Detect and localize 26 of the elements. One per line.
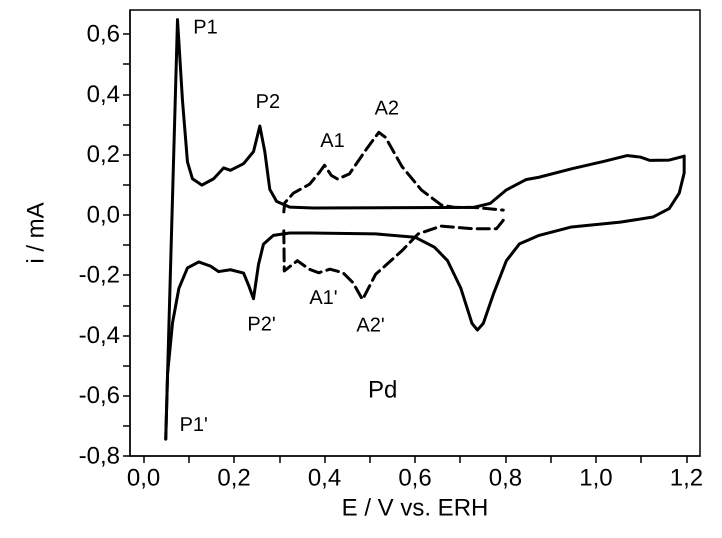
annotation: A2 [374,97,400,120]
x-tick-label: 0,8 [488,464,522,492]
x-tick-label: 0,0 [126,464,160,492]
x-tick-label: 1,2 [670,464,704,492]
y-tick-label: -0,2 [78,262,120,289]
annotation: A1 [320,130,345,152]
x-tick-label: 0,6 [398,464,432,492]
y-tick-label: 0,6 [86,20,120,48]
annotation: A1' [309,287,338,310]
y-tick-label: -0,4 [78,322,120,349]
y-tick-label: -0,8 [78,442,120,470]
annotation: P2 [256,91,280,114]
y-tick-label: 0,0 [86,201,120,228]
y-tick-label: 0,2 [86,141,120,168]
annotation: P1' [180,414,208,436]
annotation: P2' [247,314,276,336]
y-axis-title: i / mA [22,202,50,264]
y-tick-label: -0,6 [78,382,120,410]
x-tick-label: 0,2 [217,464,251,492]
annotation: Pd [368,376,398,404]
x-axis-title: E / V vs. ERH [342,494,488,522]
x-tick-label: 1,0 [579,464,613,492]
annotation: P1 [193,16,218,39]
y-tick-label: 0,4 [86,80,120,108]
x-tick-label: 0,4 [308,464,342,492]
annotation: A2' [356,314,385,337]
